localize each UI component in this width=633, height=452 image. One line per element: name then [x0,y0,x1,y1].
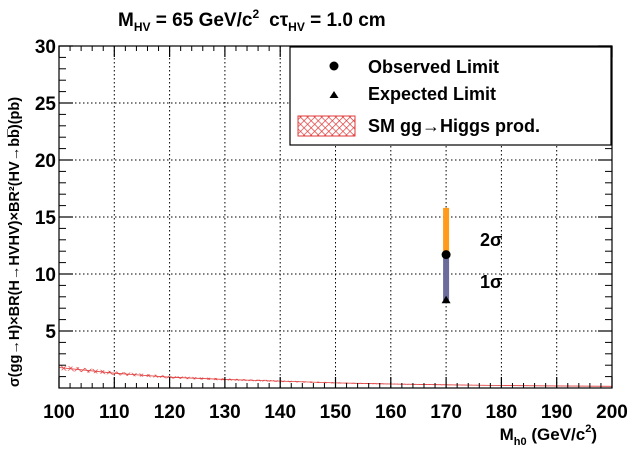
x-tick-label: 100 [43,402,75,423]
legend-sm-marker [297,115,356,137]
marks-layer [441,207,451,304]
x-tick-label: 180 [486,402,518,423]
plot-frame [58,45,613,389]
legend-expected-label: Expected Limit [368,84,496,104]
x-tick-label: 150 [320,402,352,423]
y-tick-label: 20 [35,151,56,172]
two-sigma-band [443,207,450,255]
y-tick-label: 5 [45,322,56,343]
y-tick-label: 10 [35,265,56,286]
two-sigma-label: 2σ [480,230,502,250]
expected-limit-point [441,295,451,304]
x-tick-label: 140 [264,402,296,423]
x-tick-label: 200 [596,402,628,423]
legend-sm-label: SM gg→Higgs prod. [368,116,540,136]
y-tick-label: 15 [35,208,57,229]
y-tick-label: 30 [35,37,56,58]
legend-observed-label: Observed Limit [368,57,499,77]
x-tick-label: 190 [541,402,573,423]
legend-expected-marker [329,91,339,98]
one-sigma-band [443,254,450,301]
legend-observed-marker [329,61,339,71]
y-tick-label: 25 [35,94,57,115]
ticks-layer: 100 110 120 130 140 150 160 170 180 190 200 5 10 15 20… [35,37,628,423]
x-axis-label: Mh0 (GeV/c2) [500,423,597,448]
legend: Observed Limit Expected Limit SM gg→Higg… [289,46,612,146]
x-tick-label: 170 [430,402,462,423]
x-tick-label: 110 [99,402,130,423]
x-tick-label: 120 [154,402,186,423]
observed-limit-point [441,250,451,260]
x-tick-label: 130 [209,402,241,423]
x-tick-label: 160 [375,402,407,423]
one-sigma-label: 1σ [480,272,502,292]
chart-title: MHV = 65 GeV/c2 cτHV = 1.0 cm [118,7,386,34]
y-axis-label: σ(gg→H)×BR(H→HVHV)×BR²(HV→bb̅)(pb) [7,97,23,387]
